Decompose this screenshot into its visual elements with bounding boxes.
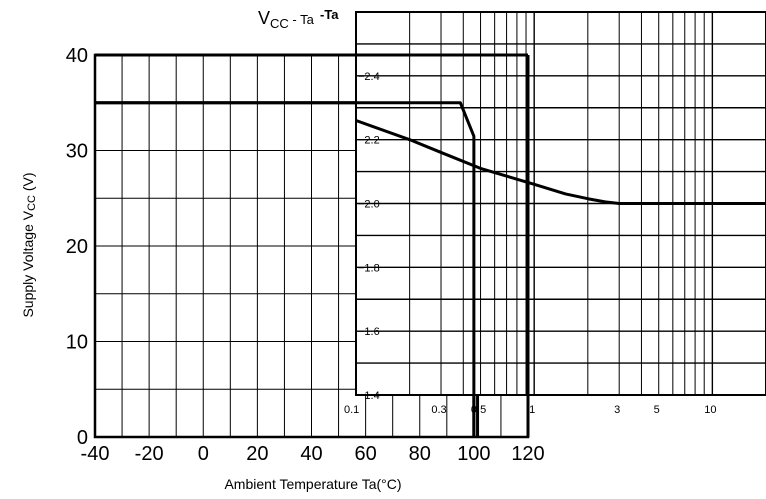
x-tick-label: 20 bbox=[246, 443, 268, 465]
chart-b-y-tick-label: −2.2 bbox=[358, 135, 380, 147]
chart-b-x-tick-label: 3 bbox=[614, 404, 620, 416]
y-tick-label: 20 bbox=[66, 236, 88, 258]
x-tick-label: 40 bbox=[300, 443, 322, 465]
chart-b-y-tick-label: −1.8 bbox=[358, 262, 380, 274]
x-tick-label: 100 bbox=[457, 443, 490, 465]
chart-b-x-tick-label: 5 bbox=[654, 404, 660, 416]
chart-b-x-tick-label: 1 bbox=[529, 404, 535, 416]
x-tick-label: 60 bbox=[355, 443, 377, 465]
overlapping-log-chart: −1.4−1.6−1.8−2.0−2.2−2.40.10.30.513510 bbox=[344, 11, 766, 416]
chart-b-y-tick-label: −1.4 bbox=[358, 390, 380, 402]
y-tick-label: 0 bbox=[77, 427, 88, 449]
x-axis-label: Ambient Temperature Ta(°C) bbox=[224, 476, 401, 492]
chart-title: VCC - Ta bbox=[258, 8, 315, 31]
series-line-vcc-overlay bbox=[95, 101, 476, 437]
chart-b-x-tick-label: 0.3 bbox=[431, 404, 446, 416]
chart-b-y-tick-label: −1.6 bbox=[358, 326, 380, 338]
chart-a-overlay bbox=[95, 53, 530, 437]
y-axis-label: Supply Voltage VCC (V) bbox=[20, 172, 38, 317]
y-tick-label: 30 bbox=[66, 141, 88, 163]
x-tick-label: -40 bbox=[81, 443, 110, 465]
x-tick-label: 120 bbox=[511, 443, 544, 465]
x-tick-label: 0 bbox=[198, 443, 209, 465]
y-tick-label: 40 bbox=[66, 45, 88, 67]
chart-b-frame bbox=[355, 11, 766, 396]
chart-b-y-tick-label: −2.0 bbox=[358, 199, 380, 211]
y-tick-label: 10 bbox=[66, 332, 88, 354]
series-line-log-chart bbox=[355, 119, 766, 205]
chart-b-x-tick-label: 0.1 bbox=[344, 404, 359, 416]
chart-b-y-tick-label: −2.4 bbox=[358, 71, 380, 83]
chart-b-overlapped-title: -Ta bbox=[320, 7, 339, 22]
x-tick-label: 80 bbox=[409, 443, 431, 465]
x-tick-label: -20 bbox=[135, 443, 164, 465]
chart-b-x-tick-label: 10 bbox=[704, 404, 716, 416]
